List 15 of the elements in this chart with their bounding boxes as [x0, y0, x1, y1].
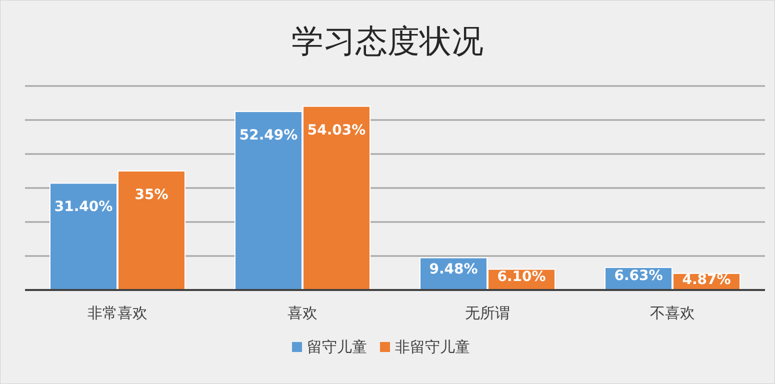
- chart-title: 学习态度状况: [292, 22, 484, 60]
- data-label: 9.48%: [429, 262, 478, 278]
- legend-label: 留守儿童: [307, 338, 367, 356]
- data-label: 6.10%: [497, 269, 546, 286]
- x-tick-label: 无所谓: [465, 304, 510, 322]
- data-label: 35%: [134, 187, 168, 203]
- x-tick-label: 非常喜欢: [88, 304, 148, 322]
- data-label: 6.63%: [614, 268, 663, 284]
- data-label: 4.87%: [682, 272, 731, 288]
- legend-label: 非留守儿童: [395, 338, 470, 356]
- x-tick-label: 喜欢: [288, 304, 318, 322]
- data-label: 31.40%: [54, 199, 113, 216]
- data-label: 54.03%: [307, 122, 366, 138]
- data-label: 52.49%: [239, 128, 298, 144]
- x-tick-label: 不喜欢: [650, 304, 695, 322]
